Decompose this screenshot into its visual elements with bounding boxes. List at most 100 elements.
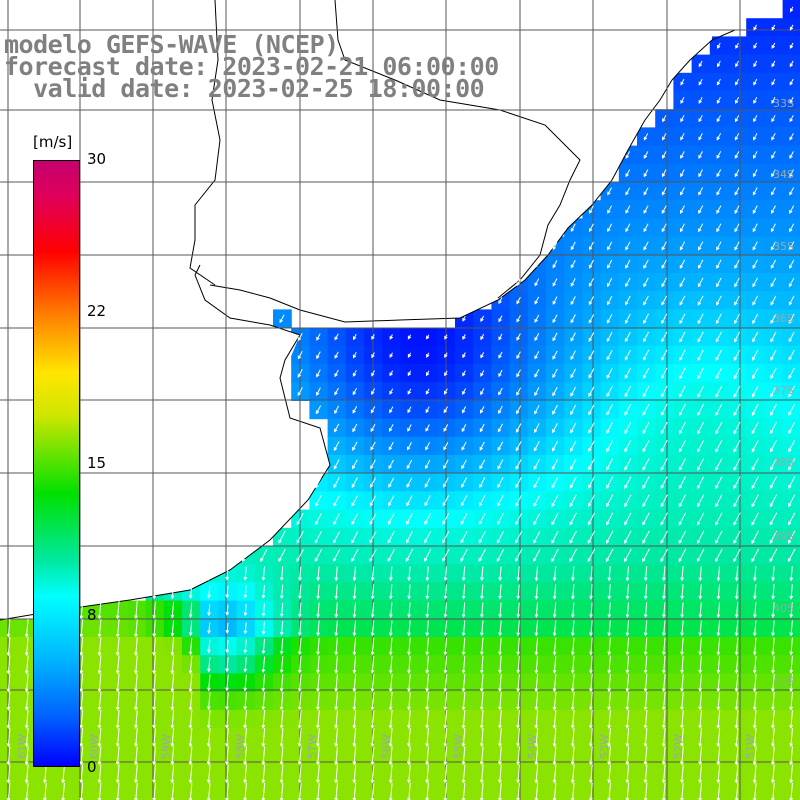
wind-arrow <box>570 764 575 784</box>
wind-arrow <box>461 637 466 656</box>
wind-arrow <box>425 782 430 800</box>
wind-arrow <box>243 566 248 581</box>
wind-arrow <box>698 691 703 711</box>
wind-arrow <box>625 602 630 619</box>
wind-arrow <box>734 673 739 693</box>
wind-arrow <box>643 313 649 325</box>
wind-arrow <box>461 746 466 766</box>
wind-arrow <box>625 782 630 800</box>
wind-arrow <box>789 96 794 104</box>
wind-arrow <box>533 530 541 544</box>
wind-arrow <box>698 151 703 159</box>
wind-arrow <box>569 494 577 508</box>
wind-arrow <box>733 403 741 417</box>
wind-arrow <box>334 691 339 711</box>
wind-arrow <box>515 494 522 507</box>
wind-arrow <box>498 315 503 323</box>
wind-arrow <box>569 548 577 563</box>
wind-arrow <box>425 584 430 600</box>
wind-arrow <box>716 133 722 141</box>
wind-arrow <box>297 387 303 397</box>
wind-arrow <box>279 656 284 674</box>
wind-arrow <box>625 313 631 324</box>
wind-arrow <box>716 241 722 251</box>
wind-arrow <box>606 530 614 544</box>
wind-arrow <box>661 259 667 269</box>
wind-arrow <box>425 691 430 711</box>
wind-arrow <box>188 637 193 656</box>
wind-arrow <box>680 133 685 141</box>
wind-arrow <box>498 728 502 748</box>
wind-arrow <box>461 406 467 414</box>
wind-arrow <box>625 764 630 784</box>
wind-arrow <box>661 295 668 306</box>
wind-arrow <box>588 440 595 453</box>
wind-arrow <box>370 620 375 637</box>
wind-arrow <box>334 602 339 619</box>
wind-arrow <box>587 512 596 526</box>
wind-arrow <box>352 620 357 637</box>
wind-arrow <box>534 746 539 766</box>
wind-arrow <box>498 637 502 656</box>
wind-arrow <box>534 602 539 619</box>
wind-arrow <box>152 709 157 729</box>
wind-arrow <box>678 548 687 563</box>
wind-arrow <box>534 405 540 415</box>
wind-arrow <box>188 764 193 784</box>
wind-arrow <box>478 513 486 526</box>
wind-arrow <box>787 548 796 563</box>
wind-arrow <box>134 637 138 657</box>
wind-arrow <box>534 637 539 656</box>
wind-arrow <box>605 548 614 563</box>
wind-arrow <box>698 187 704 196</box>
wind-arrow <box>589 620 593 637</box>
wind-arrow <box>370 459 376 470</box>
wind-arrow <box>425 709 430 729</box>
wind-arrow <box>207 566 211 581</box>
wind-arrow <box>388 477 395 488</box>
wind-arrow <box>134 691 138 711</box>
wind-arrow <box>134 601 138 620</box>
wind-arrow <box>661 620 666 637</box>
lon-label: 58W <box>233 734 247 759</box>
wind-arrow <box>370 746 375 766</box>
wind-arrow <box>407 728 411 748</box>
wind-arrow <box>115 637 120 657</box>
wind-arrow <box>352 459 358 470</box>
colorbar-tick-30: 30 <box>87 150 107 168</box>
wind-arrow <box>279 566 284 582</box>
colorbar-tick-0: 0 <box>87 758 97 776</box>
wind-arrow <box>279 638 284 655</box>
wind-arrow <box>243 639 248 654</box>
wind-arrow <box>698 223 704 233</box>
wind-arrow <box>479 655 484 674</box>
wind-arrow <box>697 367 704 380</box>
wind-arrow <box>715 548 723 563</box>
wind-arrow <box>480 405 485 414</box>
wind-arrow <box>516 584 521 600</box>
wind-arrow <box>315 512 322 526</box>
wind-arrow <box>733 439 741 453</box>
wind-arrow <box>733 349 741 361</box>
wind-arrow <box>697 277 704 288</box>
wind-arrow <box>443 782 448 800</box>
wind-arrow <box>678 476 687 490</box>
wind-arrow <box>389 602 393 619</box>
wind-arrow <box>770 403 777 416</box>
wind-arrow <box>734 637 739 656</box>
wind-arrow <box>425 424 430 432</box>
wind-arrow <box>351 548 359 562</box>
wind-arrow <box>660 476 668 490</box>
wind-arrow <box>734 115 740 123</box>
wind-arrow <box>534 709 539 729</box>
wind-arrow <box>734 709 739 729</box>
wind-arrow <box>789 602 794 619</box>
wind-arrow <box>570 620 575 637</box>
wind-arrow <box>516 602 521 619</box>
colorbar-tick-22: 22 <box>87 302 107 320</box>
wind-arrow <box>315 405 322 415</box>
wind-arrow <box>698 709 703 729</box>
wind-arrow <box>371 388 376 396</box>
wind-arrow <box>680 709 684 729</box>
